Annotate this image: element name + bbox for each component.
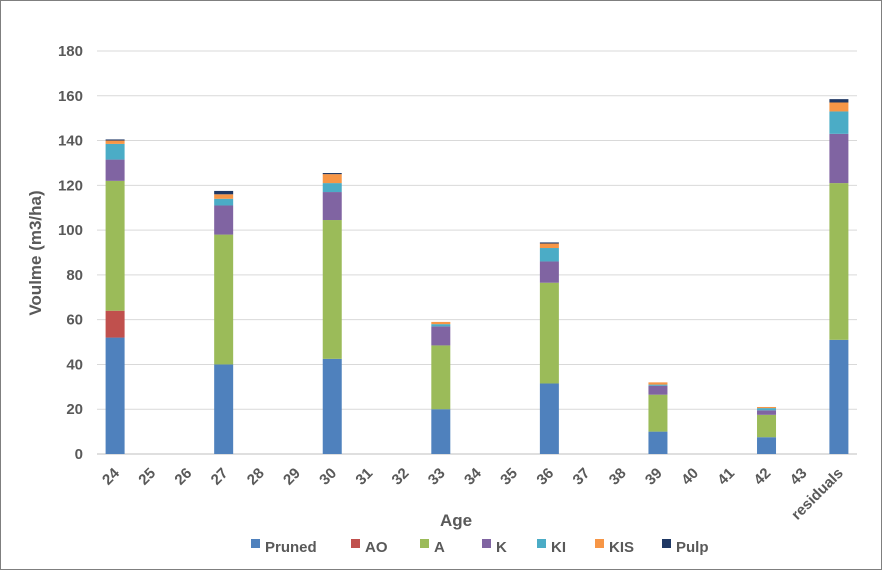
gridlines xyxy=(97,50,857,455)
bar-segment xyxy=(431,345,451,410)
y-axis-title: Voulme (m3/ha) xyxy=(26,190,45,315)
bar-segment xyxy=(539,248,559,262)
bar-segment xyxy=(431,324,451,327)
x-tick-label: 36 xyxy=(533,465,557,489)
bar-segment xyxy=(214,194,234,199)
bars xyxy=(105,99,849,454)
x-tick-label: 25 xyxy=(135,465,159,489)
legend-swatch xyxy=(351,539,360,548)
bar-segment xyxy=(322,220,342,359)
bar-segment xyxy=(214,234,234,365)
y-tick-label: 60 xyxy=(66,312,83,329)
x-tick-label: 33 xyxy=(425,465,449,489)
y-tick-label: 180 xyxy=(58,43,83,60)
legend-swatch xyxy=(537,539,546,548)
x-tick-label: 24 xyxy=(99,464,123,488)
y-tick-label: 120 xyxy=(58,177,83,194)
bar-segment xyxy=(322,358,342,454)
x-tick-labels: 24 25 26 27 28 29 30 31 32 33 34 35 36 37 38 39 40 41 42 43… xyxy=(99,464,847,523)
legend-label: A xyxy=(434,539,445,556)
x-axis-title: Age xyxy=(440,511,472,530)
x-tick-label: 28 xyxy=(244,465,268,489)
x-tick-label: 38 xyxy=(606,465,630,489)
x-tick-label: 43 xyxy=(787,465,811,489)
bar-segment xyxy=(431,321,451,325)
y-tick-label: 100 xyxy=(58,222,83,239)
y-tick-labels: 0 20 40 60 80 100 120 140 160 180 xyxy=(58,43,83,463)
bar-segment xyxy=(105,310,125,338)
legend-swatch xyxy=(251,539,260,548)
bar-segment xyxy=(829,339,849,454)
bar-segment xyxy=(105,180,125,311)
bar-segment xyxy=(105,139,125,141)
legend-label: AO xyxy=(365,539,388,556)
x-tick-label: 31 xyxy=(352,465,376,489)
bar-segment xyxy=(757,437,777,454)
bar-segment xyxy=(105,140,125,144)
bar-segment xyxy=(648,382,668,385)
bar-segment xyxy=(105,337,125,454)
legend: Pruned AO A K KI KIS Pulp xyxy=(251,539,709,556)
bar-segment xyxy=(757,410,777,415)
bar-segment xyxy=(829,183,849,340)
legend-swatch xyxy=(482,539,491,548)
x-tick-label: 37 xyxy=(570,465,594,489)
y-tick-label: 40 xyxy=(66,356,83,373)
y-tick-label: 140 xyxy=(58,133,83,150)
x-tick-label: 30 xyxy=(316,465,340,489)
legend-label: KIS xyxy=(609,539,634,556)
bar-segment xyxy=(322,174,342,184)
bar-segment xyxy=(757,414,777,438)
bar-segment xyxy=(539,282,559,384)
bar-segment xyxy=(322,192,342,221)
legend-swatch xyxy=(420,539,429,548)
bar-segment xyxy=(829,111,849,134)
bar-segment xyxy=(829,133,849,184)
x-tick-label: 35 xyxy=(497,465,521,489)
bar-segment xyxy=(105,159,125,181)
x-tick-label: 40 xyxy=(678,465,702,489)
bar-segment xyxy=(214,364,234,454)
bar-segment xyxy=(214,205,234,235)
x-tick-label: 41 xyxy=(714,465,738,489)
bar-segment xyxy=(648,431,668,454)
x-tick-label: 27 xyxy=(208,465,232,489)
y-tick-label: 20 xyxy=(66,401,83,418)
legend-label: KI xyxy=(551,539,566,556)
x-tick-label: 42 xyxy=(751,465,775,489)
bar-segment xyxy=(757,406,777,409)
bar-segment xyxy=(829,102,849,112)
bar-segment xyxy=(431,326,451,346)
bar-segment xyxy=(431,409,451,454)
bar-segment xyxy=(648,394,668,432)
bar-segment xyxy=(757,408,777,411)
legend-label: Pulp xyxy=(676,539,709,556)
y-tick-label: 0 xyxy=(75,446,83,463)
legend-swatch xyxy=(595,539,604,548)
y-tick-label: 80 xyxy=(66,267,83,284)
x-tick-label: 29 xyxy=(280,465,304,489)
bar-segment xyxy=(214,190,234,195)
bar-segment xyxy=(322,183,342,193)
bar-segment xyxy=(539,261,559,283)
x-tick-label: 26 xyxy=(171,465,195,489)
x-tick-label: 32 xyxy=(389,465,413,489)
bar-segment xyxy=(648,384,668,386)
bar-segment xyxy=(648,385,668,395)
bar-segment xyxy=(322,173,342,175)
legend-label: Pruned xyxy=(265,539,317,556)
y-tick-label: 160 xyxy=(58,88,83,105)
bar-segment xyxy=(539,243,559,249)
bar-segment xyxy=(539,242,559,244)
x-tick-label: 39 xyxy=(642,465,666,489)
bar-segment xyxy=(829,99,849,103)
x-tick-label: 34 xyxy=(461,464,485,488)
legend-swatch xyxy=(662,539,671,548)
bar-segment xyxy=(539,383,559,454)
bar-segment xyxy=(105,143,125,160)
legend-label: K xyxy=(496,539,507,556)
bar-segment xyxy=(214,198,234,206)
